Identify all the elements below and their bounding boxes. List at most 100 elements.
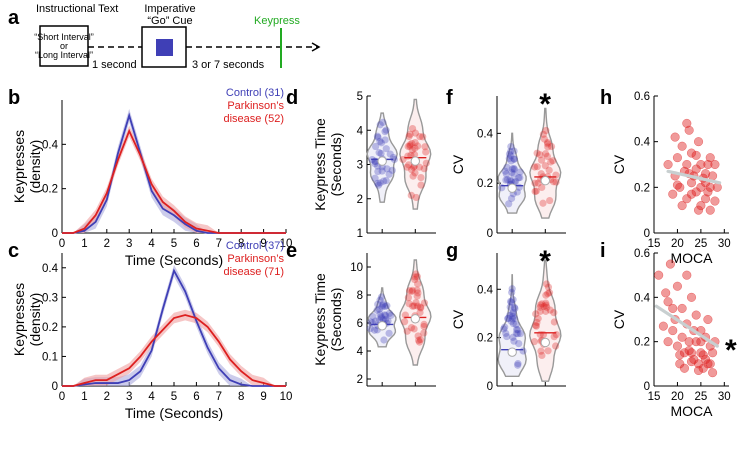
x-tick-label-c-3: 3 [126,391,132,403]
violin-dot-g-1-16 [542,280,551,288]
violin-dot-g-1-11 [550,318,558,326]
y-tick-label-i-1: 0.2 [634,337,650,349]
instruction-box [39,25,89,67]
y-axis-label-c: Keypresses [11,283,27,356]
violin-dot-d-1-23 [407,191,415,199]
violin-dot-d-1-12 [416,133,424,141]
scatter-point-h-5 [677,141,687,151]
violin-dot-g-1-21 [538,351,546,360]
panel-letter-b: b [8,87,20,109]
x-tick-label-b-8: 8 [238,238,244,250]
violin-dot-e-1-0 [415,336,423,344]
panel-letter-h: h [600,87,612,109]
violin-dot-g-0-27 [508,288,516,297]
violin-dot-e-1-5 [415,338,424,346]
y-tick-label-d-1: 2 [357,194,363,206]
violin-dot-d-0-5 [374,133,382,142]
violin-dot-d-0-9 [381,136,389,144]
violin-dot-d-1-21 [411,139,419,147]
violin-dot-d-1-3 [415,163,423,171]
violin-dot-g-1-29 [545,289,554,297]
violin-dot-d-0-4 [380,177,388,185]
violin-dot-d-1-5 [403,163,411,171]
scatter-point-h-25 [710,196,720,206]
series-line-c-1 [62,314,286,387]
x-tick-label-c-8: 8 [238,391,244,403]
violin-dot-f-0-19 [506,147,515,156]
y-tick-label-e-2: 6 [357,318,363,330]
x-tick-label-h-1: 20 [671,238,684,250]
x-tick-label-b-3: 3 [126,238,132,250]
x-tick-label-b-2: 2 [104,238,110,250]
violin-dot-d-1-26 [399,155,407,164]
chart-b: 0 0.2 0.4 0 1 2 3 4 5 6 7 8 9 10 Time (Seconds) Keypres… [11,87,292,268]
y-tick-label-c-3: 0.3 [42,292,58,304]
scatter-point-h-3 [672,153,682,163]
scatter-point-i-39 [668,303,678,313]
violin-dot-g-0-5 [504,315,512,323]
violin-dot-f-0-29 [505,154,513,163]
delay-1-label: 1 second [92,59,137,71]
y-tick-label-f-1: 0.2 [477,178,493,190]
regression-line-h [666,169,722,185]
y-axis-label-d: Keypress Time [312,118,328,211]
violin-dot-d-1-30 [417,181,425,189]
violin-dot-g-0-12 [509,312,517,321]
violin-dot-f-1-20 [541,150,550,158]
x-tick-label-b-5: 5 [171,238,177,250]
violin-dot-g-1-13 [532,322,540,330]
violin-dot-d-0-19 [382,126,390,134]
scatter-point-i-8 [672,281,682,291]
scatter-point-h-19 [701,194,711,204]
violin-dot-f-0-21 [503,163,511,171]
violin-dot-d-0-0 [386,150,394,158]
violin-dot-e-0-22 [377,293,386,301]
y-tick-label-c-4: 0.4 [42,263,59,275]
scatter-point-i-5 [668,326,678,336]
y-tick-label-b-0: 0 [52,228,58,240]
violin-dot-e-1-10 [404,294,412,302]
violin-dot-d-0-3 [373,132,382,140]
y-tick-label-h-1: 0.2 [634,182,650,194]
x-tick-label-b-10: 10 [280,238,293,250]
violin-dot-g-1-27 [538,300,546,308]
x-tick-label-i-0: 15 [648,391,661,403]
violin-dot-g-0-20 [512,329,520,338]
violin-dot-f-0-15 [508,165,516,173]
scatter-point-i-27 [703,314,713,325]
violin-dot-f-1-1 [531,187,539,196]
cue-title-line2: “Go” Cue [147,15,192,27]
x-axis-label-h: MOCA [671,250,714,266]
scatter-point-i-20 [691,337,701,347]
violin-dot-d-0-18 [374,181,383,189]
scatter-point-i-38 [675,350,685,360]
violin-dot-e-0-11 [381,315,390,324]
violin-dot-f-1-13 [536,151,544,159]
scatter-point-i-10 [677,303,687,313]
violin-dot-g-0-11 [516,329,525,338]
y-tick-label-e-4: 10 [350,262,363,274]
violin-dot-f-0-7 [501,167,509,175]
violin-dot-e-0-0 [380,336,388,344]
scatter-point-i-12 [679,348,690,358]
scatter-point-i-3 [663,337,673,347]
violin-dot-g-1-17 [552,331,560,339]
scatter-point-h-32 [696,201,706,211]
violin-dot-e-0-17 [384,317,392,325]
panel-letter-e: e [286,240,297,262]
violin-dot-g-1-26 [540,302,548,311]
violin-dot-d-0-8 [381,128,389,136]
violin-dot-g-0-3 [506,297,515,306]
panel-letter-i: i [600,240,606,262]
scatter-point-h-0 [663,159,673,170]
timeline-arrow-icon [311,42,321,52]
violin-dot-d-1-32 [411,169,419,177]
violin-dot-f-1-7 [531,179,539,187]
violin-dot-g-1-33 [544,347,552,355]
violin-dot-g-0-32 [504,314,513,322]
violin-dot-f-0-11 [514,174,523,182]
scatter-point-h-10 [686,178,697,188]
x-axis-label-b: Time (Seconds) [125,252,223,268]
scatter-point-i-43 [686,357,697,367]
violin-dot-e-0-1 [378,303,386,311]
